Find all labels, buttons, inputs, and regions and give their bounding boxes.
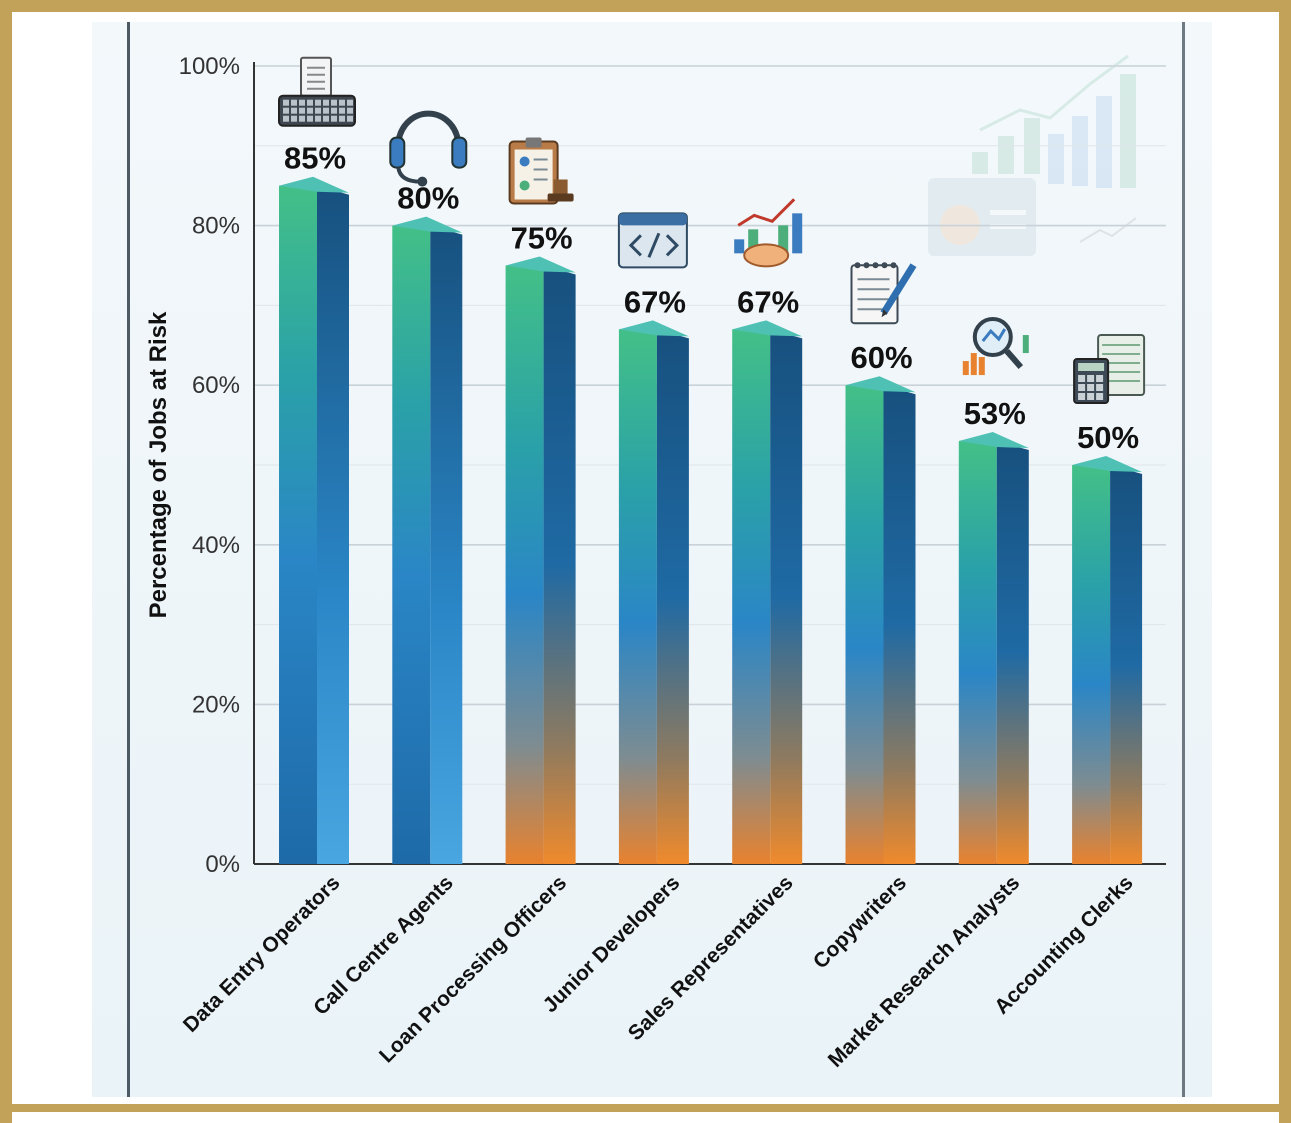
panel-left-edge (127, 22, 130, 1097)
bar (279, 176, 349, 864)
y-tick-label: 80% (192, 213, 240, 240)
bar-top (732, 320, 803, 337)
headset-icon (389, 110, 468, 187)
bar-front (505, 265, 544, 864)
bar-front (1072, 465, 1111, 864)
bar-side (543, 265, 576, 864)
panel-right-edge (1182, 22, 1185, 1097)
data-label: 50% (1077, 420, 1139, 455)
bar-front (845, 385, 884, 864)
background-decoration-icon (928, 54, 1137, 256)
bar-side (430, 225, 463, 865)
bar-front (618, 329, 657, 865)
bar (958, 432, 1029, 864)
y-axis-label: Percentage of Jobs at Risk (145, 311, 172, 618)
bar-front (958, 441, 997, 864)
y-tick-label: 40% (192, 532, 240, 559)
frame-top-border (0, 0, 1291, 12)
data-label: 67% (624, 284, 686, 319)
calculator-spreadsheet-icon (1073, 334, 1146, 404)
bar (845, 376, 916, 864)
data-label: 80% (397, 181, 459, 216)
bar (505, 256, 576, 864)
bar-top (618, 320, 689, 337)
bar-side (317, 185, 349, 864)
handshake-growth-icon (734, 198, 803, 268)
y-tick-label: 100% (179, 53, 240, 80)
data-labels: 85% 80% 75% 67% 67% 60% 53% 50% (284, 141, 1139, 455)
category-label: Loan Processing Officers (375, 871, 571, 1067)
keyboard-document-icon (278, 56, 356, 127)
bar-top (279, 176, 349, 193)
bar-top (505, 256, 576, 273)
bar-top (392, 216, 463, 233)
data-label: 53% (964, 396, 1026, 431)
bar-icons (278, 56, 1146, 404)
category-label: Copywriters (809, 871, 911, 973)
bar-top (845, 376, 916, 393)
frame-bottom-border (0, 1104, 1291, 1112)
category-label: Market Research Analysts (824, 871, 1025, 1072)
bar (392, 216, 463, 865)
data-label: 60% (850, 340, 912, 375)
bars (279, 176, 1143, 865)
bar (732, 320, 803, 865)
y-axis-ticks: 0% 20% 40% 60% 80% 100% (179, 53, 240, 878)
y-tick-label: 60% (192, 372, 240, 399)
data-label: 75% (511, 221, 573, 256)
clipboard-stamp-icon (508, 137, 574, 205)
bar (1072, 456, 1143, 864)
code-window-icon (617, 212, 688, 269)
bar-front (392, 225, 431, 865)
bar-side (996, 441, 1029, 864)
bar-side (883, 385, 916, 864)
y-tick-label: 0% (205, 851, 240, 878)
data-label: 85% (284, 141, 346, 176)
magnifier-chart-icon (962, 317, 1029, 376)
bar-top (958, 432, 1029, 449)
data-label: 67% (737, 284, 799, 319)
bar (618, 320, 689, 865)
y-tick-label: 20% (192, 691, 240, 718)
bar-top (1072, 456, 1143, 472)
bar-side (1110, 465, 1143, 864)
notepad-pen-icon (850, 262, 917, 325)
bar-side (656, 329, 689, 865)
bar-front (732, 329, 771, 865)
bar-front (279, 185, 317, 864)
bar-side (770, 329, 803, 865)
